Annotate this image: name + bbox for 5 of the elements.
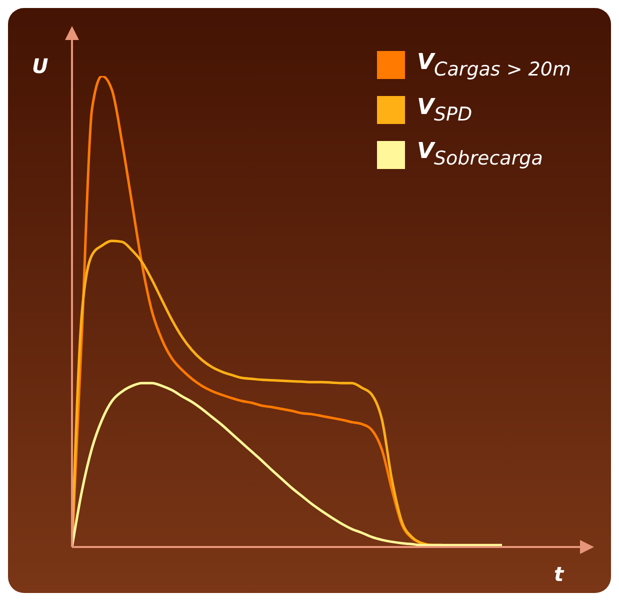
x-axis-title: t [554,562,564,586]
legend-label: V$_{Sobrecarga}$ [416,139,543,170]
legend-label: V$_{SPD}$ [416,94,472,126]
y-axis-title: U [32,54,48,78]
legend-label: V$_{Cargas > 20m}$ [416,50,571,81]
